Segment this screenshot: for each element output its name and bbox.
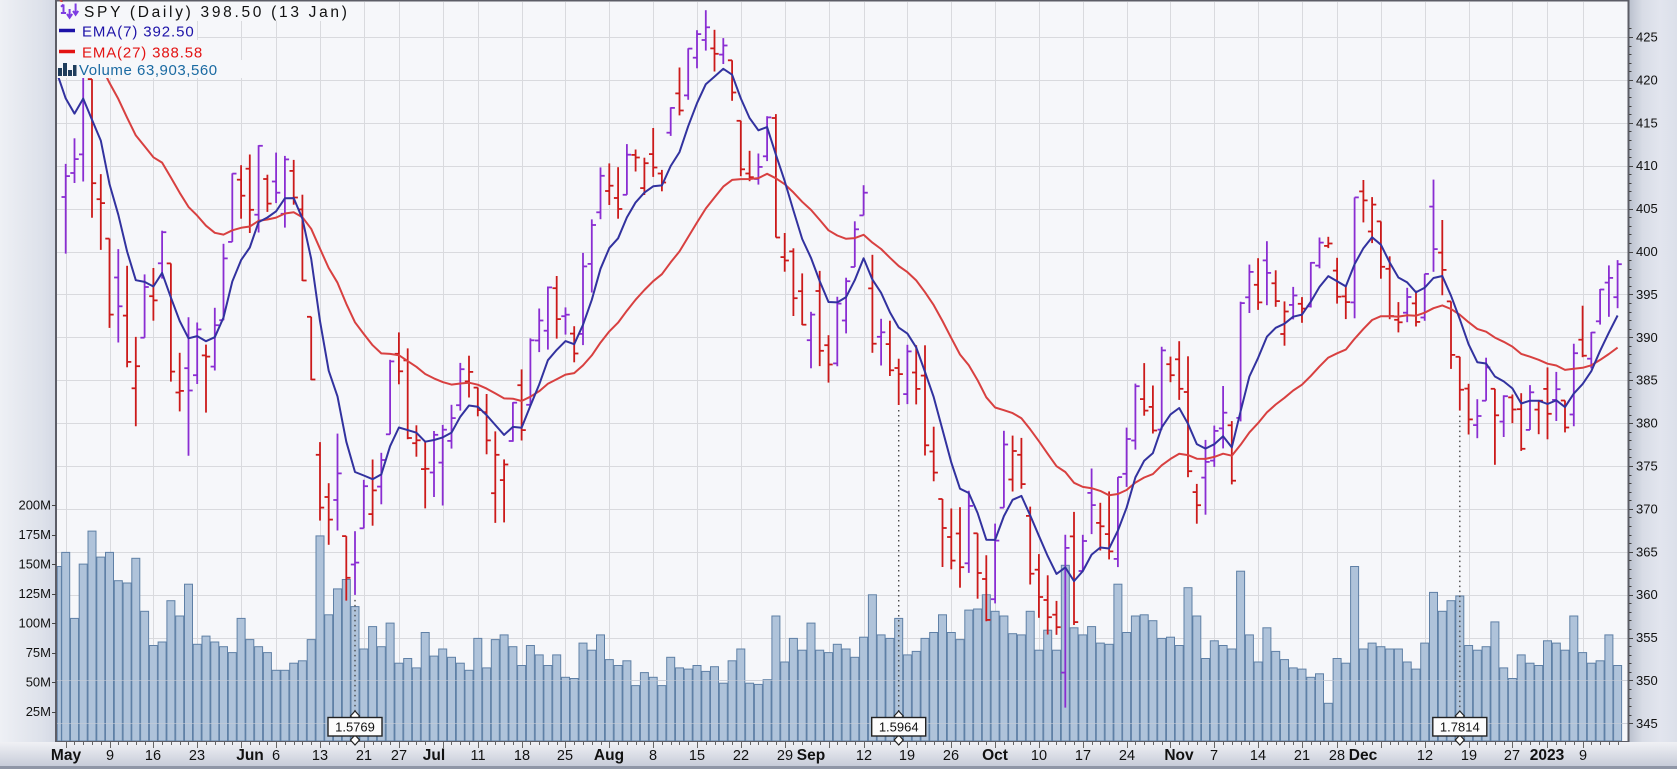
svg-text:415: 415	[1636, 115, 1658, 130]
svg-text:13: 13	[312, 748, 328, 764]
svg-text:23: 23	[189, 748, 205, 764]
svg-text:May: May	[51, 747, 82, 764]
svg-text:SPY (Daily) 398.50 (13 Jan): SPY (Daily) 398.50 (13 Jan)	[84, 4, 350, 21]
svg-text:1.5964: 1.5964	[879, 720, 919, 735]
svg-text:25M: 25M	[26, 704, 51, 719]
svg-text:26: 26	[943, 748, 959, 764]
svg-text:12: 12	[856, 748, 872, 764]
svg-text:125M: 125M	[18, 586, 51, 601]
svg-text:9: 9	[106, 748, 114, 764]
svg-text:Jun: Jun	[236, 747, 264, 764]
svg-text:2023: 2023	[1530, 747, 1565, 764]
svg-text:420: 420	[1636, 72, 1658, 87]
svg-text:8: 8	[649, 748, 657, 764]
svg-text:Nov: Nov	[1164, 747, 1194, 764]
svg-text:14: 14	[1250, 748, 1266, 764]
svg-text:28: 28	[1329, 748, 1345, 764]
svg-text:21: 21	[356, 748, 372, 764]
svg-text:24: 24	[1119, 748, 1135, 764]
svg-text:345: 345	[1636, 716, 1658, 731]
svg-text:19: 19	[899, 748, 915, 764]
svg-text:370: 370	[1636, 501, 1658, 516]
svg-text:10: 10	[1031, 748, 1047, 764]
svg-text:16: 16	[145, 748, 161, 764]
svg-text:9: 9	[1579, 748, 1587, 764]
svg-text:Jul: Jul	[423, 747, 445, 764]
svg-text:1.5769: 1.5769	[335, 720, 375, 735]
svg-text:150M: 150M	[18, 557, 51, 572]
svg-text:350: 350	[1636, 673, 1658, 688]
svg-text:360: 360	[1636, 587, 1658, 602]
svg-text:Sep: Sep	[797, 747, 825, 764]
svg-text:355: 355	[1636, 630, 1658, 645]
svg-text:7: 7	[1210, 748, 1218, 764]
svg-text:390: 390	[1636, 330, 1658, 345]
svg-text:1.7814: 1.7814	[1440, 720, 1480, 735]
svg-text:400: 400	[1636, 244, 1658, 259]
svg-text:21: 21	[1294, 748, 1310, 764]
svg-text:365: 365	[1636, 544, 1658, 559]
svg-text:6: 6	[272, 748, 280, 764]
svg-text:395: 395	[1636, 287, 1658, 302]
svg-text:27: 27	[1504, 748, 1520, 764]
svg-text:380: 380	[1636, 416, 1658, 431]
svg-text:410: 410	[1636, 158, 1658, 173]
svg-text:Aug: Aug	[594, 747, 624, 764]
svg-text:Oct: Oct	[982, 747, 1008, 764]
svg-text:11: 11	[470, 748, 485, 764]
svg-text:425: 425	[1636, 30, 1658, 45]
svg-text:405: 405	[1636, 201, 1658, 216]
svg-text:375: 375	[1636, 459, 1658, 474]
svg-text:17: 17	[1075, 748, 1091, 764]
svg-text:22: 22	[733, 748, 749, 764]
svg-text:75M: 75M	[26, 645, 51, 660]
svg-text:12: 12	[1417, 748, 1433, 764]
svg-text:25: 25	[557, 748, 573, 764]
svg-text:100M: 100M	[18, 616, 51, 631]
svg-text:15: 15	[689, 748, 705, 764]
svg-text:385: 385	[1636, 373, 1658, 388]
svg-text:27: 27	[391, 748, 407, 764]
svg-text:Dec: Dec	[1349, 747, 1378, 764]
svg-text:200M: 200M	[18, 498, 51, 513]
svg-text:Volume 63,903,560: Volume 63,903,560	[79, 62, 218, 79]
svg-text:29: 29	[777, 748, 793, 764]
svg-text:50M: 50M	[26, 675, 51, 690]
svg-text:EMA(27) 388.58: EMA(27) 388.58	[82, 45, 203, 62]
svg-text:175M: 175M	[18, 527, 51, 542]
svg-text:EMA(7) 392.50: EMA(7) 392.50	[82, 24, 195, 41]
svg-text:18: 18	[514, 748, 530, 764]
svg-text:19: 19	[1461, 748, 1477, 764]
